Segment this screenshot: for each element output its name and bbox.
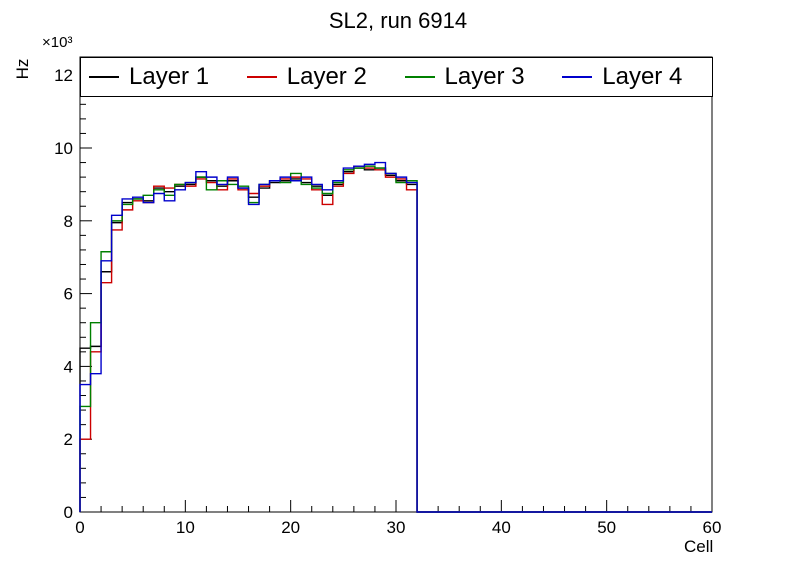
series-layer-2	[79, 165, 712, 513]
legend-label-layer-2: Layer 2	[286, 63, 367, 90]
legend-swatch-layer-1	[89, 76, 119, 78]
legend-item-layer-2: Layer 2	[239, 63, 397, 91]
legend-label-layer-4: Layer 4	[602, 63, 683, 90]
x-tick-label: 30	[387, 518, 406, 537]
x-axis-ticks	[79, 500, 713, 512]
y-tick-label: 6	[64, 285, 73, 304]
series-layer-3	[79, 165, 712, 513]
legend-label-layer-1: Layer 1	[129, 63, 210, 90]
legend-item-layer-3: Layer 3	[397, 63, 555, 91]
y-tick-label: 4	[64, 357, 73, 376]
series-layer-1	[79, 167, 712, 513]
x-axis-tick-labels: 0 10 20 30 40 50 60	[75, 518, 721, 537]
legend-swatch-layer-2	[246, 76, 277, 78]
y-tick-label: 10	[54, 139, 73, 158]
series-layer-4	[79, 161, 712, 513]
legend-label-layer-3: Layer 3	[444, 63, 525, 90]
x-tick-label: 40	[492, 518, 511, 537]
legend-swatch-layer-3	[404, 76, 435, 78]
y-axis-multiplier: ×10³	[42, 34, 73, 51]
y-tick-label: 2	[64, 430, 73, 449]
y-axis-ticks	[80, 60, 92, 513]
legend-item-layer-4: Layer 4	[554, 63, 712, 91]
y-tick-label: 12	[54, 66, 73, 85]
chart-title: SL2, run 6914	[328, 8, 468, 33]
plot-frame	[79, 56, 713, 513]
legend-item-layer-1: Layer 1	[81, 63, 239, 91]
x-axis-title: Cell	[684, 537, 714, 556]
x-tick-label: 0	[75, 518, 84, 537]
x-tick-label: 50	[597, 518, 616, 537]
y-tick-label: 8	[64, 212, 73, 231]
y-tick-label: 0	[64, 503, 73, 522]
x-tick-label: 60	[703, 518, 722, 537]
y-axis-tick-labels: 0 2 4 6 8 10 12	[54, 66, 73, 522]
legend: Layer 1 Layer 2 Layer 3 Layer 4	[80, 57, 713, 97]
x-tick-label: 10	[176, 518, 195, 537]
x-tick-label: 20	[281, 518, 300, 537]
legend-swatch-layer-4	[562, 76, 593, 78]
